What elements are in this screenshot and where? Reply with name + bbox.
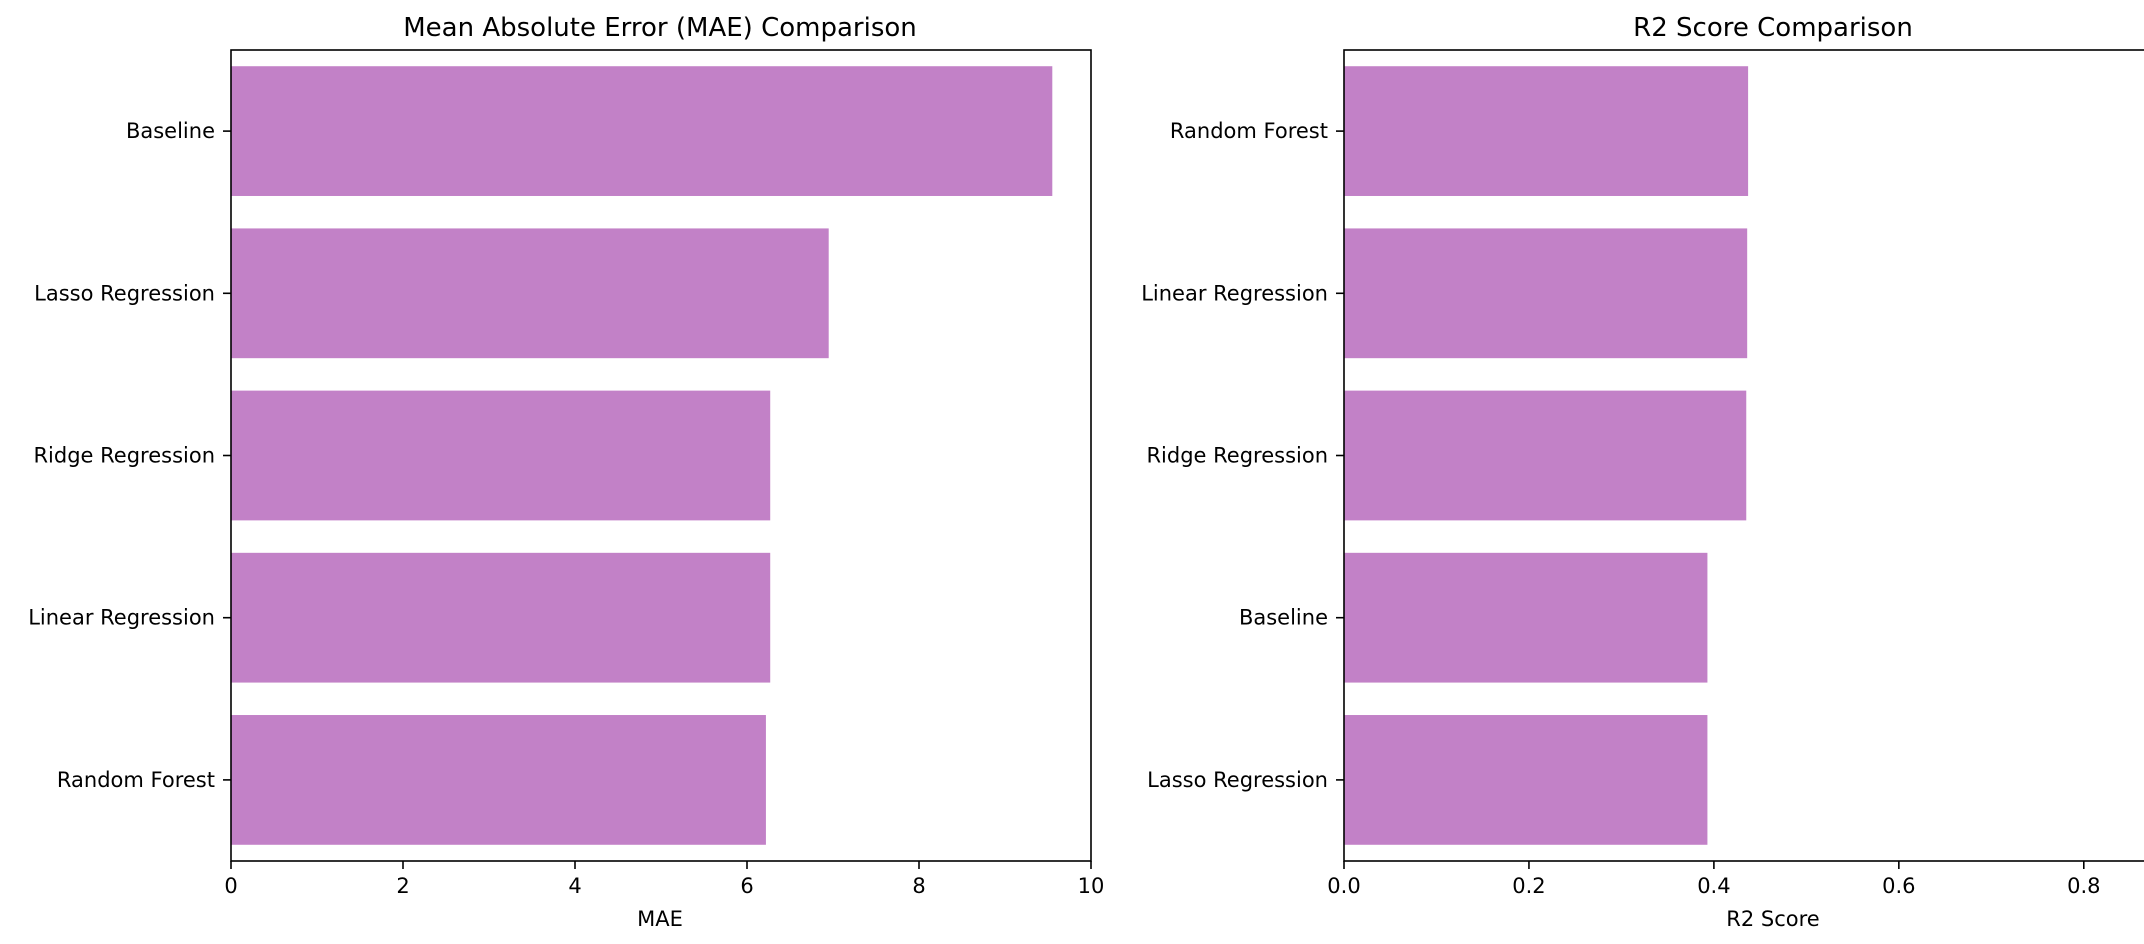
mae-y-tick-label-2: Ridge Regression [33, 444, 215, 468]
mae-x-tick-label-0: 0 [224, 874, 237, 898]
r2-bar-4 [1344, 715, 1708, 845]
mae-y-axis: Baseline Lasso Regression Ridge Regression… [28, 119, 231, 792]
mae-x-tick-label-2: 4 [568, 874, 581, 898]
r2-bar-3 [1344, 552, 1708, 683]
mae-y-tick-label-0: Baseline [126, 119, 215, 143]
r2-bars [1344, 66, 1749, 845]
mae-bars [231, 66, 1053, 845]
mae-x-tick-label-4: 8 [912, 874, 925, 898]
mae-plot-frame [230, 49, 1092, 862]
r2-x-tick-label-2: 0.4 [1697, 874, 1730, 898]
r2-y-axis: Random Forest Linear Regression Ridge Regr… [1141, 119, 1344, 792]
mae-x-tick-label-3: 6 [740, 874, 753, 898]
mae-bar-2 [231, 390, 771, 521]
r2-x-tick-label-4: 0.8 [2067, 874, 2100, 898]
r2-y-tick-label-3: Baseline [1239, 606, 1328, 630]
r2-x-axis-label: R2 Score [1726, 907, 1819, 931]
mae-x-tick-label-5: 10 [1078, 874, 1105, 898]
mae-bar-0 [231, 66, 1053, 196]
r2-x-axis: 0.0 0.2 0.4 0.6 0.8 [1327, 861, 2100, 898]
r2-y-tick-label-1: Linear Regression [1141, 281, 1328, 305]
r2-chart-panel: R2 Score Comparison Random Forest Linear … [1141, 13, 2144, 931]
mae-y-tick-label-3: Linear Regression [28, 606, 215, 630]
mae-y-tick-label-1: Lasso Regression [34, 281, 215, 305]
mae-bar-3 [231, 552, 771, 683]
r2-plot-frame [1343, 49, 2144, 862]
r2-x-tick-label-3: 0.6 [1882, 874, 1915, 898]
r2-bar-1 [1344, 228, 1748, 359]
r2-bar-2 [1344, 390, 1747, 521]
mae-x-axis-label: MAE [637, 907, 683, 931]
mae-bar-1 [231, 228, 829, 359]
r2-y-tick-label-0: Random Forest [1170, 119, 1328, 143]
r2-x-tick-label-1: 0.2 [1512, 874, 1545, 898]
r2-y-tick-label-2: Ridge Regression [1146, 444, 1328, 468]
mae-x-tick-label-1: 2 [396, 874, 409, 898]
mae-chart-title: Mean Absolute Error (MAE) Comparison [403, 13, 917, 43]
mae-bar-4 [231, 715, 766, 845]
mae-chart-panel: Mean Absolute Error (MAE) Comparison Bas… [28, 13, 1104, 931]
r2-x-tick-label-0: 0.0 [1327, 874, 1360, 898]
r2-bar-0 [1344, 66, 1749, 196]
r2-y-tick-label-4: Lasso Regression [1147, 768, 1328, 792]
r2-chart-title: R2 Score Comparison [1633, 13, 1913, 43]
mae-y-tick-label-4: Random Forest [57, 768, 215, 792]
mae-x-axis: 0 2 4 6 8 10 [224, 861, 1104, 898]
